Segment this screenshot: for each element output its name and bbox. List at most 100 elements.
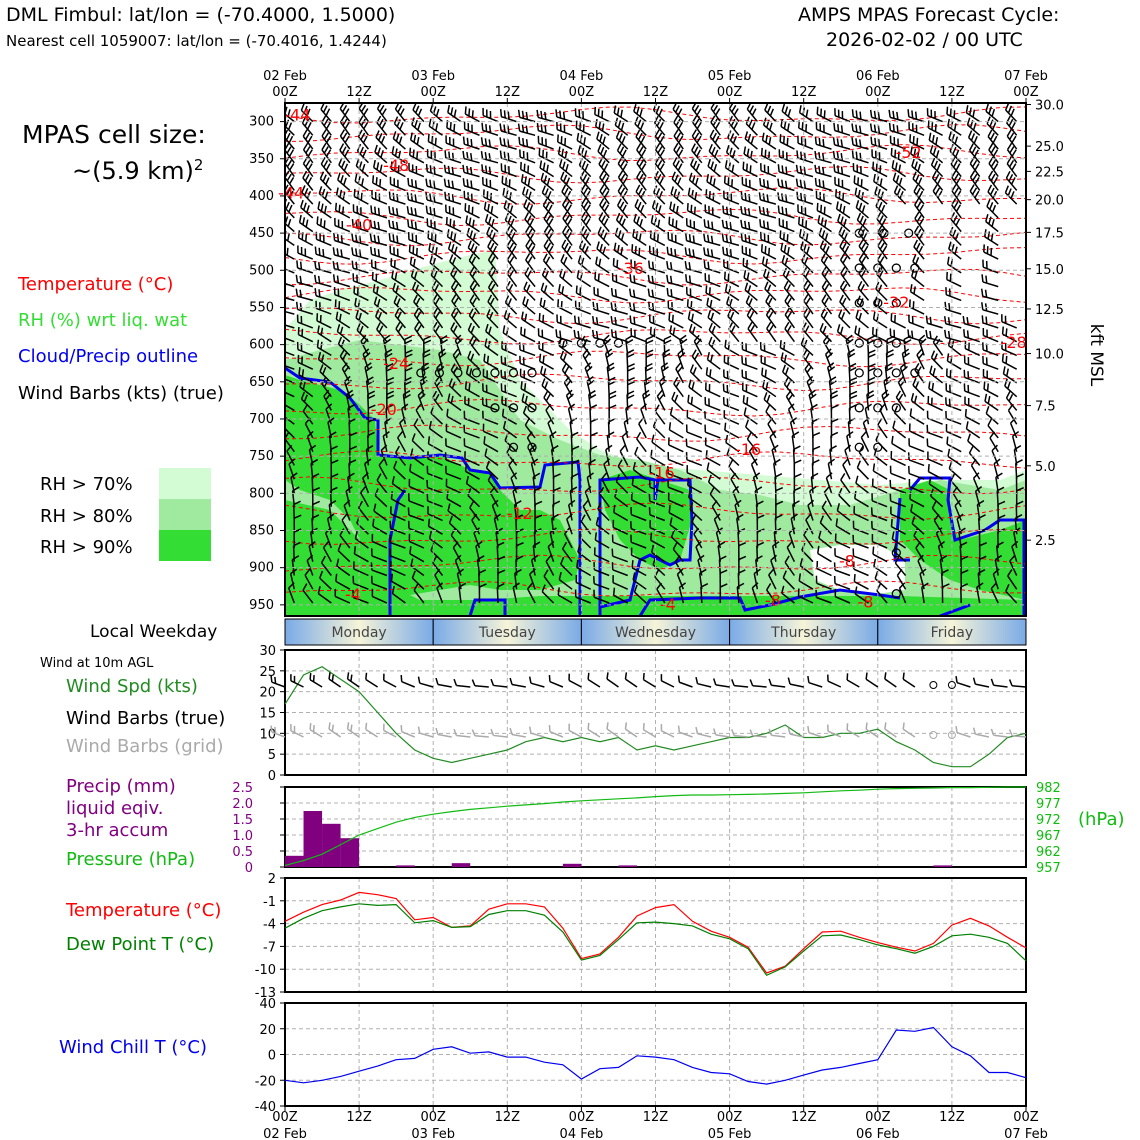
wind-barb-flag [521,393,525,402]
wind-barb-flag [374,191,377,200]
wind-barb-shaft [287,587,296,604]
wind-barb [787,403,796,425]
wind-barb-flag [470,243,475,251]
wind-barb-shaft [747,328,759,343]
wind-barb [314,274,332,288]
wind-barb-flag [724,339,727,348]
wind-barb-flag [543,175,548,184]
wind-barb-shaft [458,587,462,604]
wind-barb [297,230,314,247]
legend-wind-chill: Wind Chill T (°C) [59,1037,207,1058]
wind-barb-shaft [617,176,629,191]
wind-barb [427,230,443,247]
wind-barb-shaft [691,355,703,370]
wind-barb-flag [435,108,440,117]
wind-barb-shaft [285,401,295,412]
wind-barb [289,568,298,590]
wind-barb-flag [760,147,763,156]
wind-barb [315,231,332,247]
wind-barb-flag [825,472,833,479]
wind-barb-flag [413,583,419,591]
wind-barb [686,409,703,425]
wind-barb-shaft [341,519,351,535]
wind-barb-shaft [688,386,703,398]
wind-barb-flag [289,163,295,171]
wind-barb-flag [522,357,525,365]
wind-barb-shaft [745,302,758,315]
wind-barb [576,132,592,150]
wind-10m-label: Wind at 10m AGL [40,656,154,671]
wind-barb-flag [411,570,416,579]
wind-barb-flag [452,138,455,147]
wind-barb-shaft [482,390,499,398]
wind-barb-flag [599,243,603,252]
wind-barb-flag [598,258,602,267]
wind-barb-flag [704,424,707,433]
wind-barb [501,408,517,425]
wind-barb-flag [434,137,437,146]
wind-barb [777,164,795,178]
wind-barb-flag [386,394,395,400]
wind-barb-flag [482,368,485,377]
wind-barb-shaft [576,292,592,302]
wind-barb-flag [397,325,403,333]
wind-barb [614,227,629,246]
wind-barb-flag [344,135,350,143]
wind-barb [297,245,314,260]
wind-barb [595,517,610,535]
wind-barb [489,486,499,508]
wind-barb-flag [571,473,579,478]
wind-barb-flag [742,395,745,403]
wind-barb-shaft [317,208,332,219]
wind-barb-flag [299,379,303,388]
wind-barb-shaft [317,346,332,357]
wind-barb-shaft [744,138,758,150]
wind-barb-flag [525,202,531,210]
wind-barb-flag [356,274,358,283]
wind-barb-flag [532,472,541,478]
wind-barb [771,444,779,466]
wind-barb-flag [706,173,710,182]
wind-barb-flag [286,233,290,242]
wind-barb [621,430,629,452]
wind-barb [562,198,573,219]
wind-barb-flag [487,473,493,481]
wind-barb-flag [568,499,576,506]
wind-barb-shaft [602,340,610,356]
wind-barb-shaft [447,510,462,522]
wind-barb-flag [489,311,494,320]
temp-contour-line [285,528,1026,545]
wind-barb-shaft [891,442,906,453]
wind-barb-shaft [525,245,536,260]
wind-barb-shaft [556,128,573,137]
legend-wind-barbs-grid: Wind Barbs (grid) [66,736,224,757]
wind-barb-flag [453,123,456,132]
wind-barb-flag [332,274,336,283]
wind-barb-shaft [464,143,480,150]
wind-barb-shaft [392,592,406,604]
wind-barb [427,436,443,453]
wind-barb [538,341,554,357]
wind-barb-flag [308,541,316,547]
wind-barb-flag [323,389,330,397]
wind-barb [439,335,448,356]
wind-barb-flag [760,244,763,252]
wind-barb-shaft [390,183,406,192]
wind-barb-flag [511,245,517,254]
wind-barb-flag [471,283,478,291]
wind-barb-shaft [411,440,425,453]
wind-barb [617,170,629,191]
wind-barb-flag [351,260,354,269]
wind-barb-shaft [452,547,462,563]
wind-barb [597,144,610,164]
wind-barb [500,163,517,178]
wind-barb [285,396,295,412]
wind-barb-shaft [374,303,388,315]
wind-barb-flag [397,179,399,188]
wind-barb-flag [307,135,313,144]
wind-barb-shaft [784,328,796,343]
wind-barb-flag [301,185,306,193]
wind-barb [558,158,573,178]
wind-barb-flag [467,123,470,131]
wind-barb-shaft [545,409,555,425]
